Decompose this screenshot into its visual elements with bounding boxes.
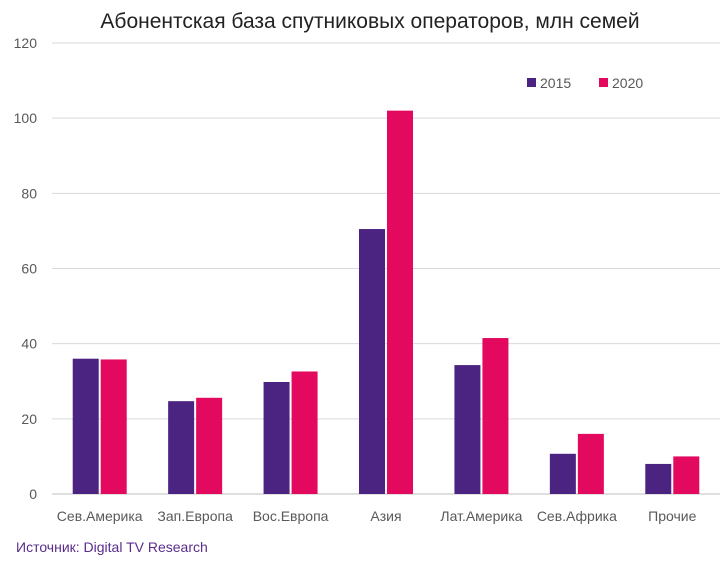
bar-2015-5	[549, 453, 576, 494]
gridlines	[52, 42, 720, 495]
bar-2020-5	[577, 433, 604, 494]
bar-2015-4	[454, 365, 481, 494]
x-tick-label: Лат.Америка	[440, 508, 522, 524]
y-tick-label: 80	[21, 185, 37, 201]
x-axis-tick-labels: Сев.Америка Зап.Европа Вос.Европа Азия Лат.А…	[57, 508, 697, 524]
bars	[72, 110, 700, 495]
y-tick-label: 40	[21, 336, 37, 352]
y-tick-label: 0	[29, 486, 37, 502]
legend-label: 2015	[540, 75, 571, 91]
bar-2015-2	[263, 382, 290, 494]
source-note: Источник: Digital TV Research	[16, 539, 208, 555]
bar-2015-1	[168, 401, 195, 494]
bar-2020-1	[196, 397, 223, 494]
legend: 2015 2020	[527, 75, 643, 91]
bar-2015-6	[645, 463, 672, 494]
legend-swatch-2020	[599, 78, 608, 87]
y-tick-label: 60	[21, 261, 37, 277]
x-tick-label: Вос.Европа	[253, 508, 329, 524]
bar-2020-3	[387, 110, 413, 495]
y-tick-label: 100	[14, 110, 38, 126]
bar-2020-6	[673, 456, 700, 494]
legend-label: 2020	[612, 75, 643, 91]
bar-2015-3	[359, 229, 385, 494]
bar-2020-2	[291, 371, 318, 494]
bar-2015-0	[72, 358, 99, 494]
bar-2020-0	[100, 359, 127, 494]
x-tick-label: Прочие	[648, 508, 696, 524]
bar-2020-4	[482, 338, 509, 494]
y-tick-label: 120	[14, 35, 38, 51]
legend-swatch-2015	[527, 78, 536, 87]
y-axis-tick-labels: 0 20 40 60 80 100 120	[14, 35, 38, 502]
x-tick-label: Сев.Америка	[57, 508, 143, 524]
x-tick-label: Сев.Африка	[537, 508, 617, 524]
x-tick-label: Зап.Европа	[157, 508, 233, 524]
x-tick-label: Азия	[370, 508, 401, 524]
chart-title: Абонентская база спутниковых операторов,…	[100, 10, 639, 33]
y-tick-label: 20	[21, 411, 37, 427]
